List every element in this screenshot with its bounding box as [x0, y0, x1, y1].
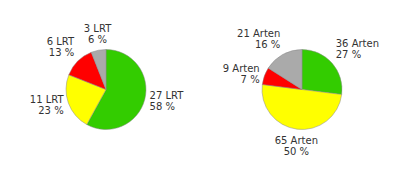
svg-text:21 Arten16 %: 21 Arten16 % — [237, 28, 280, 50]
svg-text:11 LRT23 %: 11 LRT23 % — [30, 94, 65, 116]
svg-text:36 Arten27 %: 36 Arten27 % — [336, 38, 379, 60]
svg-text:65 Arten50 %: 65 Arten50 % — [275, 135, 318, 157]
svg-text:6 LRT13 %: 6 LRT13 % — [47, 36, 75, 58]
svg-text:9 Arten7 %: 9 Arten7 % — [223, 63, 260, 85]
svg-text:3 LRT6 %: 3 LRT6 % — [84, 23, 112, 45]
svg-text:27 LRT58 %: 27 LRT58 % — [150, 90, 185, 112]
